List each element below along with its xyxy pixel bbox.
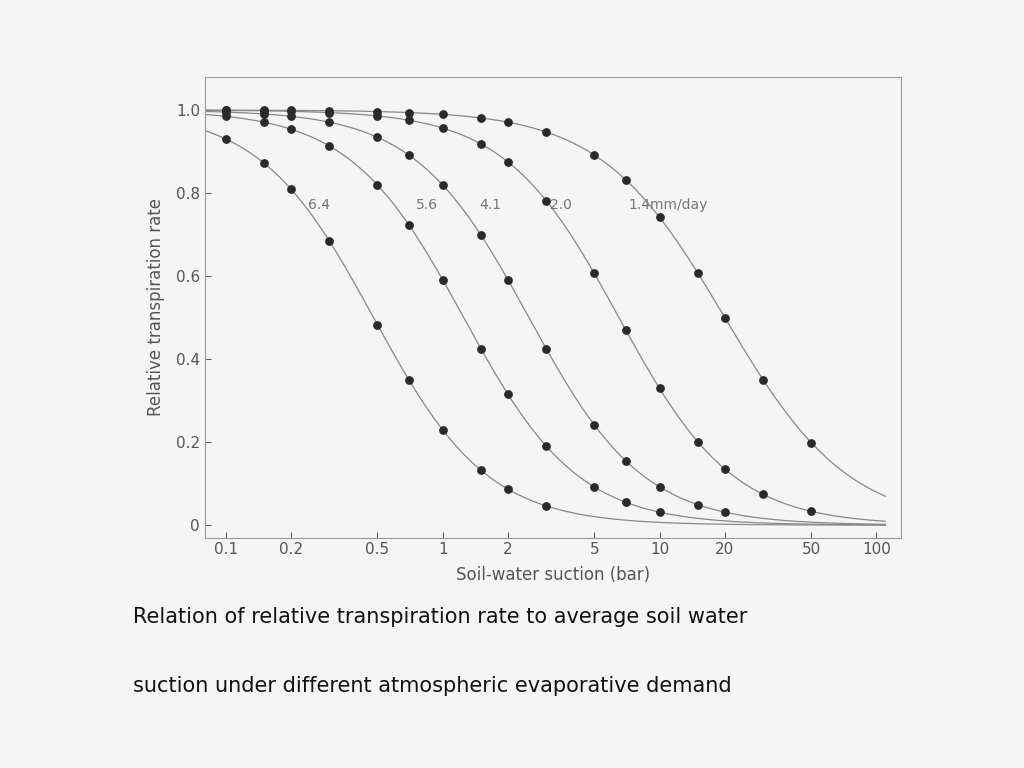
Point <box>538 126 554 138</box>
Point <box>500 273 516 286</box>
Point <box>803 505 819 518</box>
Point <box>538 440 554 452</box>
Point <box>283 110 299 122</box>
Text: 1.4mm/day: 1.4mm/day <box>629 198 709 213</box>
Point <box>586 481 602 493</box>
Point <box>717 463 733 475</box>
Point <box>500 116 516 128</box>
Point <box>651 382 668 395</box>
Point <box>256 104 272 117</box>
Point <box>755 373 771 386</box>
Point <box>755 488 771 501</box>
Point <box>586 267 602 280</box>
Point <box>586 419 602 431</box>
Point <box>617 455 634 467</box>
Point <box>370 105 386 118</box>
Point <box>617 324 634 336</box>
Point <box>617 174 634 186</box>
Point <box>473 112 489 124</box>
Text: 5.6: 5.6 <box>417 198 438 213</box>
Point <box>401 114 418 127</box>
Point <box>473 137 489 150</box>
Point <box>370 110 386 122</box>
Point <box>370 131 386 144</box>
X-axis label: Soil-water suction (bar): Soil-water suction (bar) <box>456 566 650 584</box>
Point <box>370 179 386 191</box>
Point <box>283 183 299 195</box>
Point <box>500 388 516 400</box>
Point <box>689 435 706 448</box>
Point <box>218 104 234 117</box>
Point <box>617 496 634 508</box>
Point <box>500 156 516 168</box>
Point <box>218 104 234 116</box>
Point <box>256 108 272 120</box>
Point <box>434 179 451 191</box>
Point <box>218 133 234 145</box>
Point <box>717 506 733 518</box>
Text: suction under different atmospheric evaporative demand: suction under different atmospheric evap… <box>133 676 732 696</box>
Point <box>401 107 418 119</box>
Point <box>500 483 516 495</box>
Text: Relation of relative transpiration rate to average soil water: Relation of relative transpiration rate … <box>133 607 748 627</box>
Point <box>401 149 418 161</box>
Point <box>689 266 706 279</box>
Point <box>434 273 451 286</box>
Point <box>434 122 451 134</box>
Point <box>256 104 272 117</box>
Y-axis label: Relative transpiration rate: Relative transpiration rate <box>146 198 165 416</box>
Point <box>256 157 272 169</box>
Point <box>538 343 554 355</box>
Point <box>473 229 489 241</box>
Point <box>401 374 418 386</box>
Point <box>218 106 234 118</box>
Point <box>651 506 668 518</box>
Point <box>434 108 451 121</box>
Point <box>283 123 299 135</box>
Point <box>538 500 554 512</box>
Point <box>651 481 668 493</box>
Point <box>322 107 338 119</box>
Point <box>803 436 819 449</box>
Point <box>322 140 338 152</box>
Point <box>586 149 602 161</box>
Point <box>401 219 418 231</box>
Point <box>473 343 489 355</box>
Point <box>689 498 706 511</box>
Point <box>218 110 234 122</box>
Point <box>473 464 489 476</box>
Point <box>717 312 733 324</box>
Text: 2.0: 2.0 <box>550 198 571 213</box>
Point <box>283 105 299 118</box>
Point <box>322 104 338 117</box>
Point <box>651 211 668 223</box>
Text: 6.4: 6.4 <box>308 198 331 213</box>
Point <box>283 104 299 117</box>
Point <box>256 116 272 128</box>
Point <box>538 194 554 207</box>
Point <box>370 319 386 331</box>
Text: 4.1: 4.1 <box>479 198 501 213</box>
Point <box>322 235 338 247</box>
Point <box>322 116 338 128</box>
Point <box>434 424 451 436</box>
